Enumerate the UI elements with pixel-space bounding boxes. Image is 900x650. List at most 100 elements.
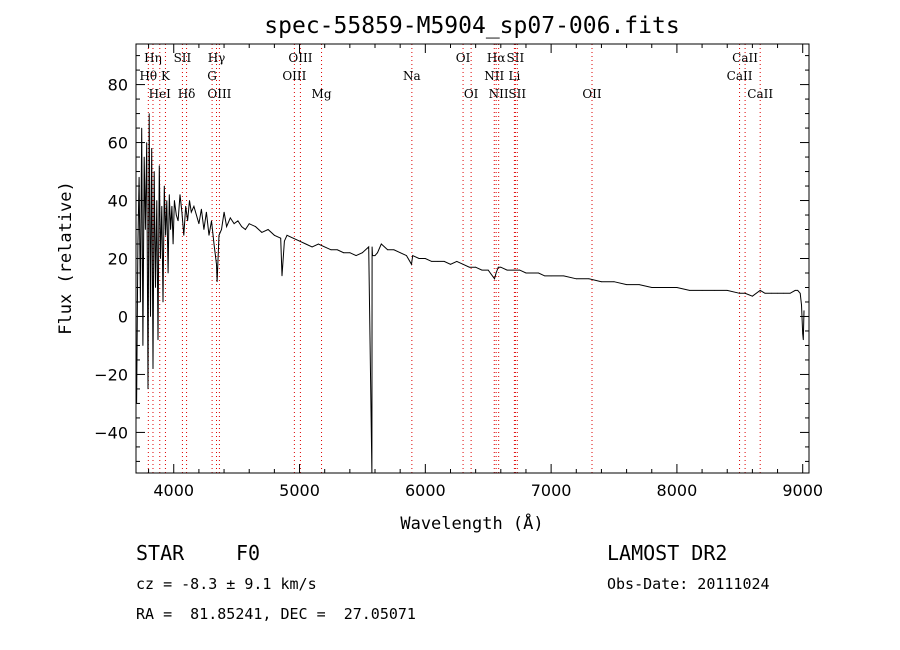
spectrum-point xyxy=(166,200,168,201)
spectrum-point xyxy=(162,301,164,303)
spectrum-point xyxy=(281,275,283,277)
spectrum-point xyxy=(248,223,250,225)
spectrum-point xyxy=(744,292,746,294)
spectrum-point xyxy=(143,156,145,158)
spectrum-point xyxy=(714,290,716,291)
x-tick-label: 4000 xyxy=(153,481,194,500)
x-tick-label: 5000 xyxy=(279,481,320,500)
line-marker-label: OIII xyxy=(282,69,306,83)
spectrum-point xyxy=(165,234,167,236)
line-marker-label: SII xyxy=(174,51,192,65)
spectrum-point xyxy=(418,258,420,259)
spectrum-point xyxy=(198,223,200,225)
observation-date: Obs-Date: 20111024 xyxy=(607,575,770,593)
spectrum-point xyxy=(163,185,165,187)
spectrum-point xyxy=(274,234,275,236)
spectrum-point xyxy=(311,246,313,248)
spectrum-point xyxy=(481,269,483,271)
spectrum-point xyxy=(177,220,179,222)
spectrum-point xyxy=(513,269,514,271)
line-marker-label: OI xyxy=(464,87,479,101)
spectrum-point xyxy=(739,292,740,294)
spectrum-point xyxy=(431,261,432,262)
line-marker-label: Hδ xyxy=(178,87,196,101)
spectrum-point xyxy=(802,333,804,335)
spectrum-point xyxy=(802,339,804,341)
spectrum-point xyxy=(797,290,799,291)
spectrum-point xyxy=(142,345,144,346)
coordinates-readout: RA = 81.85241, DEC = 27.05071 xyxy=(136,605,416,623)
spectrum-point xyxy=(157,339,159,341)
line-marker-label: SII xyxy=(508,87,526,101)
spectrum-point xyxy=(148,113,150,114)
line-marker-label: HeI xyxy=(149,87,172,101)
spectrum-point xyxy=(245,229,246,230)
spectrum-point xyxy=(349,252,351,254)
spectrum-point xyxy=(152,368,154,369)
spectrum-point xyxy=(156,200,158,201)
spectrum-point xyxy=(193,205,195,207)
spectrum-point xyxy=(233,223,235,225)
spectrum-point xyxy=(181,211,183,213)
spectrum-point xyxy=(374,255,376,256)
line-marker-label: NII xyxy=(484,69,504,83)
spectrum-point xyxy=(145,229,146,230)
spectrum-point xyxy=(196,214,197,216)
spectrum-point xyxy=(377,252,378,254)
spectrum-line xyxy=(136,113,805,474)
spectrum-point xyxy=(406,255,407,256)
spectrum-point xyxy=(519,269,521,271)
line-marker-label: Hη xyxy=(144,51,162,65)
spectrum-point xyxy=(462,263,464,265)
spectrum-point xyxy=(371,246,373,248)
spectrum-point xyxy=(469,266,470,268)
redshift-readout: cz = -8.3 ± 9.1 km/s xyxy=(136,575,317,593)
spectrum-point xyxy=(500,266,502,268)
spectrum-point xyxy=(292,237,294,239)
x-tick-label: 7000 xyxy=(531,481,572,500)
spectrum-point xyxy=(689,290,690,291)
spectrum-point xyxy=(563,275,565,277)
spectrum-point xyxy=(487,269,489,271)
spectrum-point xyxy=(261,232,263,233)
line-marker-label: Mg xyxy=(312,87,332,101)
spectrum-point xyxy=(255,226,256,228)
x-tick-label: 9000 xyxy=(782,481,823,500)
line-marker-label: CaII xyxy=(747,87,773,101)
spectrum-point xyxy=(187,220,189,222)
spectrum-point xyxy=(380,243,382,245)
spectrum-point xyxy=(777,292,778,294)
spectrum-point xyxy=(372,255,373,256)
spectrum-point xyxy=(450,263,451,265)
spectrum-point xyxy=(158,165,160,167)
line-marker-label: CaII xyxy=(732,51,758,65)
spectrum-series xyxy=(136,113,805,474)
spectrum-point xyxy=(185,205,187,207)
y-tick-label: 40 xyxy=(108,192,128,211)
spectrum-point xyxy=(613,281,615,283)
spectrum-point xyxy=(494,278,495,280)
spectrum-point xyxy=(362,252,363,254)
spectrum-point xyxy=(550,275,552,277)
spectrum-point xyxy=(280,237,282,239)
object-class: STAR xyxy=(136,541,185,565)
line-marker-label: Hθ xyxy=(139,69,157,83)
line-marker-label: SII xyxy=(507,51,525,65)
line-marker-label: CaII xyxy=(727,69,753,83)
line-marker-label: K xyxy=(161,69,171,83)
spectrum-point xyxy=(544,275,546,277)
spectrum-point xyxy=(141,127,143,129)
spectrum-point xyxy=(330,249,332,251)
spectrum-point xyxy=(588,278,590,280)
line-marker-label: OII xyxy=(582,87,602,101)
spectrum-point xyxy=(146,142,148,144)
spectrum-point xyxy=(190,211,192,213)
line-marker-label: OI xyxy=(456,51,471,65)
spectrum-point xyxy=(368,246,370,248)
x-tick-label: 8000 xyxy=(657,481,698,500)
spectrum-point xyxy=(226,226,228,228)
spectrum-point xyxy=(443,261,445,262)
